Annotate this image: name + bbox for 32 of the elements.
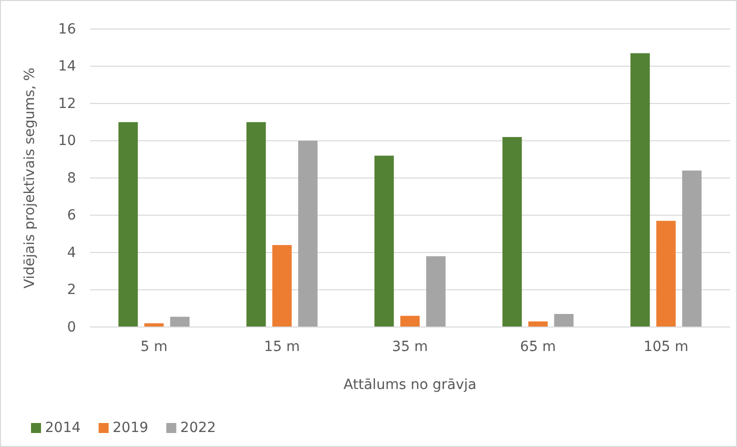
y-tick-label: 6 xyxy=(67,208,76,224)
y-axis-title: Vidējais projektīvais segums, % xyxy=(22,68,38,288)
bar xyxy=(400,316,420,327)
y-tick-label: 0 xyxy=(67,319,76,336)
bar xyxy=(246,122,266,327)
y-tick-label: 2 xyxy=(67,282,76,298)
bar xyxy=(118,122,138,327)
y-tick-label: 8 xyxy=(67,170,76,186)
bar xyxy=(502,137,522,327)
bar xyxy=(374,156,394,327)
bar xyxy=(630,53,650,327)
x-tick-label: 15 m xyxy=(264,338,300,355)
y-tick-label: 4 xyxy=(67,244,76,261)
x-tick-label: 35 m xyxy=(392,338,428,355)
legend-label: 2019 xyxy=(112,420,148,436)
bar xyxy=(682,170,702,327)
y-tick-label: 10 xyxy=(58,133,76,150)
bar xyxy=(554,314,574,327)
bar xyxy=(426,256,446,327)
legend-label: 2014 xyxy=(45,420,81,436)
bar xyxy=(298,140,318,327)
x-axis-title: Attālums no grāvja xyxy=(344,377,476,393)
legend-label: 2022 xyxy=(180,420,216,436)
y-tick-label: 16 xyxy=(58,21,76,38)
y-tick-label: 14 xyxy=(58,58,76,75)
bar xyxy=(170,316,190,327)
bar xyxy=(272,245,292,327)
bar xyxy=(656,220,676,327)
x-tick-label: 105 m xyxy=(644,338,688,355)
x-tick-label: 65 m xyxy=(520,338,556,355)
x-tick-label: 5 m xyxy=(140,338,168,355)
y-tick-label: 12 xyxy=(58,96,76,112)
